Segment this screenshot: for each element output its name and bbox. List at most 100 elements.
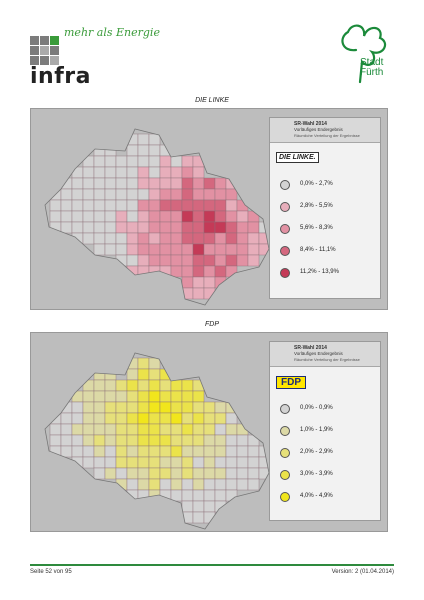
district-cell: [104, 166, 117, 179]
district-cell: [225, 456, 238, 469]
district-cell: [82, 412, 95, 425]
legend-swatch: [280, 492, 290, 502]
district-cell: [181, 434, 194, 447]
legend-label: 2,0% - 2,9%: [300, 449, 333, 455]
district-cell: [181, 456, 194, 469]
district-cell: [137, 166, 150, 179]
district-cell: [82, 221, 95, 234]
district-cell: [214, 188, 227, 201]
district-cell: [192, 232, 205, 245]
district-cell: [104, 221, 117, 234]
district-cell: [148, 221, 161, 234]
district-cell: [192, 177, 205, 190]
district-cell: [225, 210, 238, 223]
city-boundary: [44, 128, 270, 306]
district-cell: [181, 401, 194, 414]
district-cell: [137, 243, 150, 256]
district-cell: [170, 199, 183, 212]
district-cell: [170, 379, 183, 392]
district-cell: [170, 166, 183, 179]
district-cell: [104, 401, 117, 414]
district-cell: [247, 232, 260, 245]
district-cell: [82, 155, 95, 168]
district-cell: [214, 254, 227, 267]
district-cell: [104, 188, 117, 201]
district-cell: [49, 434, 62, 447]
legend-subtitle: Vorläufiges Endergebnis: [294, 351, 343, 356]
district-cell: [192, 445, 205, 458]
district-cell: [148, 368, 161, 381]
district-cell: [126, 478, 139, 491]
district-cell: [104, 243, 117, 256]
district-cell: [93, 412, 106, 425]
district-cell: [159, 434, 172, 447]
district-cell: [82, 177, 95, 190]
district-cell: [192, 254, 205, 267]
district-cell: [104, 467, 117, 480]
district-cell: [214, 243, 227, 256]
district-cell: [225, 188, 238, 201]
district-cell: [148, 379, 161, 392]
district-cell: [159, 265, 172, 278]
district-cell: [214, 401, 227, 414]
district-cell: [137, 199, 150, 212]
district-cell: [225, 232, 238, 245]
district-cell: [181, 199, 194, 212]
district-cell: [225, 412, 238, 425]
district-cell: [192, 210, 205, 223]
district-cell: [192, 423, 205, 436]
district-cell: [214, 177, 227, 190]
district-cell: [225, 199, 238, 212]
district-cell: [104, 232, 117, 245]
district-cell: [170, 265, 183, 278]
district-cell: [192, 221, 205, 234]
district-cell: [126, 467, 139, 480]
district-cell: [115, 166, 128, 179]
district-cell: [126, 265, 139, 278]
district-cell: [115, 155, 128, 168]
district-cell: [159, 390, 172, 403]
district-cell: [126, 489, 139, 502]
district-cell: [71, 199, 84, 212]
district-cell: [214, 456, 227, 469]
district-cell: [148, 232, 161, 245]
district-cell: [258, 467, 269, 480]
legend-swatch: [280, 426, 290, 436]
district-cell: [159, 210, 172, 223]
district-cell: [115, 243, 128, 256]
district-cell: [93, 379, 106, 392]
district-cell: [159, 478, 172, 491]
district-cell: [203, 489, 216, 502]
district-cell: [247, 456, 260, 469]
district-cell: [181, 276, 194, 289]
district-map-fdp: [44, 352, 270, 530]
city-boundary: [44, 352, 270, 530]
district-cell: [236, 221, 249, 234]
legend-swatch: [280, 246, 290, 256]
district-cell: [148, 423, 161, 436]
district-cell: [148, 357, 161, 370]
district-cell: [148, 390, 161, 403]
legend-header: SR-Wahl 2014 Vorläufiges Endergebnis Räu…: [270, 342, 380, 367]
district-cell: [49, 210, 62, 223]
district-cell: [115, 232, 128, 245]
district-cell: [137, 434, 150, 447]
district-cell: [181, 412, 194, 425]
district-cell: [137, 210, 150, 223]
district-cell: [60, 401, 73, 414]
district-cell: [247, 434, 260, 447]
legend-label: 0,0% - 2,7%: [300, 181, 333, 187]
district-cell: [203, 445, 216, 458]
city-word-fuerth: Fürth: [360, 67, 384, 78]
district-cell: [82, 210, 95, 223]
district-cell: [159, 412, 172, 425]
district-cell: [192, 500, 205, 513]
legend-fdp: SR-Wahl 2014 Vorläufiges Endergebnis Räu…: [269, 341, 381, 521]
district-map-linke: [44, 128, 270, 306]
city-word-stadt: Stadt: [360, 57, 384, 68]
district-cell: [137, 489, 150, 502]
district-cell: [104, 412, 117, 425]
district-cell: [225, 243, 238, 256]
legend-linke: SR-Wahl 2014 Vorläufiges Endergebnis Räu…: [269, 117, 381, 299]
district-cell: [137, 390, 150, 403]
